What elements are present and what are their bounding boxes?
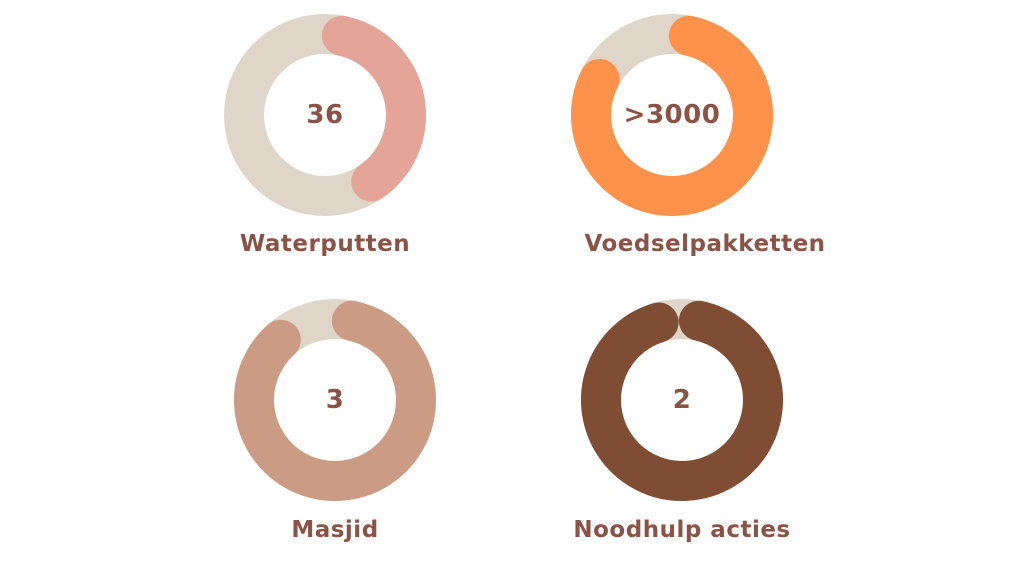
donut-arc — [581, 300, 783, 501]
donut-chart-voedselpakketten — [571, 14, 773, 216]
donut-label: Noodhulp acties — [573, 517, 791, 543]
donut-arc — [321, 15, 426, 202]
donut-arc — [234, 300, 436, 501]
donut-arc — [571, 15, 773, 216]
donut-value: 36 — [306, 100, 344, 130]
donut-value: >3000 — [623, 100, 721, 130]
donut-label: Waterputten — [239, 231, 411, 257]
donut-chart-waterputten — [224, 14, 426, 216]
donut-value: 2 — [672, 385, 692, 415]
donut-value: 3 — [325, 385, 345, 415]
donut-chart-masjid — [234, 299, 436, 501]
donut-label: Voedselpakketten — [584, 231, 826, 257]
donut-label: Masjid — [291, 517, 379, 543]
donut-chart-noodhulp-acties — [581, 299, 783, 501]
